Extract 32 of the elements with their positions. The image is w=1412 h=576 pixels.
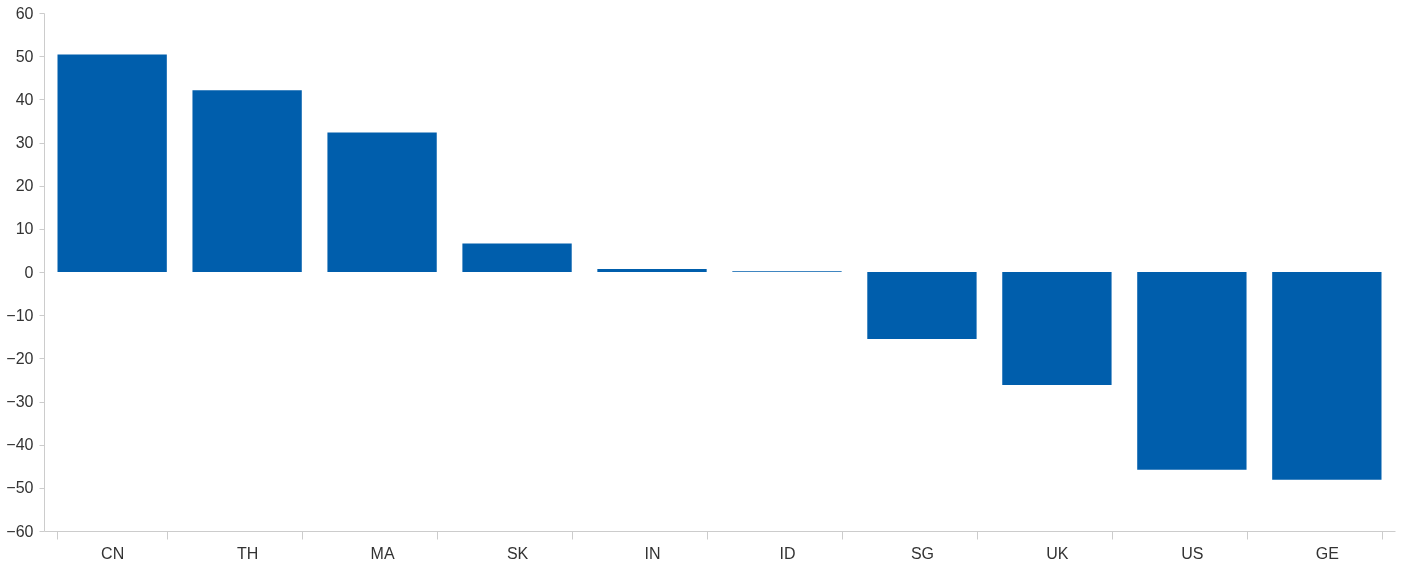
x-tick-label: SK: [506, 544, 529, 562]
bar: [597, 268, 707, 272]
x-tick-label: UK: [1046, 544, 1069, 562]
y-tick-label: 40: [15, 90, 34, 108]
y-tick-label: 0: [24, 263, 34, 281]
bar: [1137, 272, 1247, 470]
y-tick-label: −60: [6, 522, 34, 540]
bar: [192, 90, 302, 272]
bar: [867, 272, 977, 339]
x-tick-label: TH: [236, 544, 259, 562]
bar: [462, 243, 572, 272]
y-tick-label: −10: [6, 306, 34, 324]
y-tick-label: −40: [6, 436, 34, 454]
x-tick-label: SG: [910, 544, 935, 562]
y-tick-label: 10: [15, 220, 34, 238]
x-tick-label: US: [1181, 544, 1204, 562]
y-tick-label: 60: [15, 4, 34, 22]
x-tick-label: MA: [370, 544, 395, 562]
x-tick-label: CN: [101, 544, 125, 562]
bar: [1272, 272, 1382, 480]
y-tick-label: −30: [6, 393, 34, 410]
bar: [1002, 272, 1112, 386]
bar: [327, 132, 437, 272]
x-tick-label: IN: [644, 544, 661, 562]
x-tick-label: ID: [779, 544, 796, 562]
x-tick-label: GE: [1315, 544, 1339, 562]
y-tick-label: 30: [15, 134, 34, 151]
y-tick-label: 20: [15, 177, 34, 195]
bar: [57, 54, 167, 272]
y-tick-label: −50: [6, 479, 34, 497]
y-tick-label: 50: [15, 47, 34, 65]
y-tick-label: −20: [6, 349, 34, 367]
